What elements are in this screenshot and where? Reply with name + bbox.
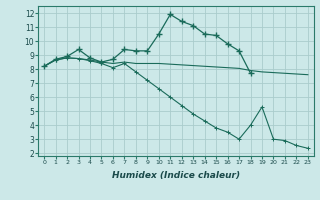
X-axis label: Humidex (Indice chaleur): Humidex (Indice chaleur) [112, 171, 240, 180]
